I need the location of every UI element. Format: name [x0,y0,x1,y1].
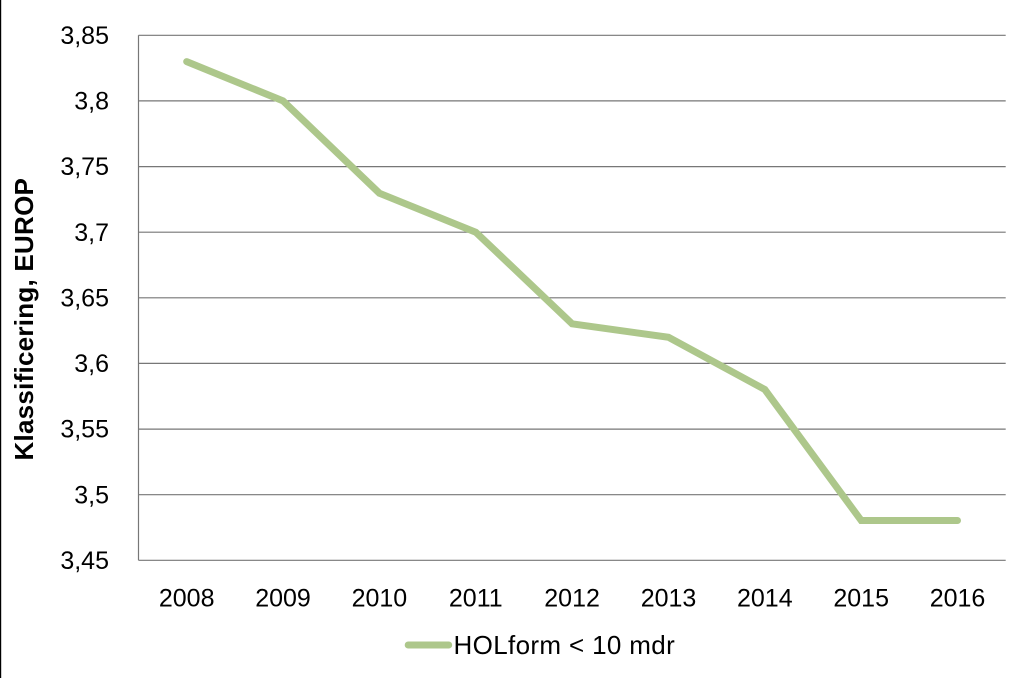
svg-text:HOLform < 10 mdr: HOLform < 10 mdr [454,630,676,660]
svg-text:3,55: 3,55 [60,416,109,444]
svg-text:Klassificering, EUROP: Klassificering, EUROP [9,178,39,461]
svg-text:3,75: 3,75 [60,153,109,181]
svg-text:3,45: 3,45 [60,547,109,575]
svg-text:2012: 2012 [544,584,600,612]
svg-text:3,85: 3,85 [60,22,109,50]
svg-text:2013: 2013 [641,584,697,612]
svg-text:2008: 2008 [159,584,215,612]
svg-text:3,8: 3,8 [74,88,109,116]
svg-text:2014: 2014 [737,584,793,612]
svg-text:2015: 2015 [833,584,889,612]
svg-text:3,6: 3,6 [74,350,109,378]
svg-text:2011: 2011 [449,584,503,612]
svg-text:2016: 2016 [930,584,986,612]
svg-text:3,65: 3,65 [60,284,109,312]
svg-text:3,7: 3,7 [74,219,109,247]
svg-text:3,5: 3,5 [74,481,109,509]
svg-text:2010: 2010 [352,584,408,612]
svg-text:2009: 2009 [255,584,311,612]
